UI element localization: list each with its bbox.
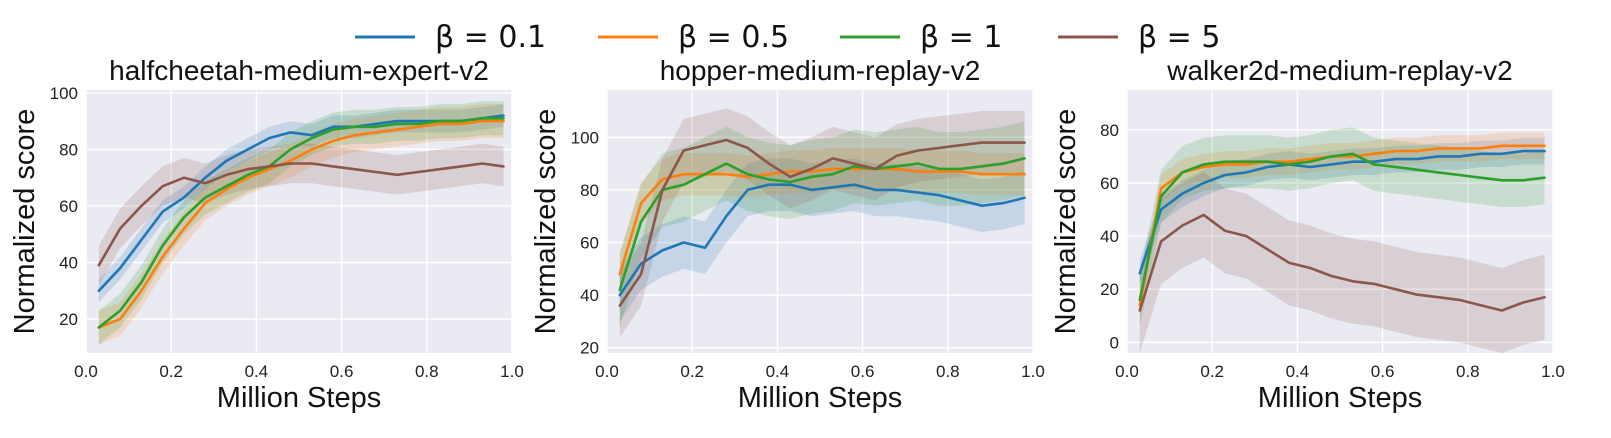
series-line-3 — [618, 138, 1026, 308]
legend-label-2: β = 1 — [920, 20, 1002, 55]
series-line-2 — [97, 117, 505, 329]
y-tick-label: 20 — [59, 310, 78, 329]
y-tick-label: 20 — [1100, 280, 1119, 299]
series-line-2 — [1138, 152, 1546, 302]
y-tick-label: 100 — [571, 128, 599, 147]
y-tick-label: 80 — [1100, 121, 1119, 140]
legend-label-1: β = 0.5 — [678, 20, 789, 55]
series-band-3 — [98, 143, 504, 286]
x-axis-label: Million Steps — [1258, 382, 1422, 414]
x-tick-label: 0.8 — [936, 362, 960, 381]
y-tick-label: 20 — [580, 339, 599, 358]
y-tick-label: 100 — [50, 84, 78, 103]
x-tick-label: 0.2 — [159, 362, 183, 381]
x-tick-label: 0.2 — [680, 362, 704, 381]
legend: β = 0.1 β = 0.5 β = 1 β = 5 — [355, 20, 1220, 55]
series-band-1 — [1139, 132, 1545, 319]
series-line-0 — [618, 183, 1026, 297]
x-tick-label: 0.6 — [330, 362, 354, 381]
y-tick-label: 80 — [59, 140, 78, 159]
panel-1: 0.0 0.2 0.4 0.6 0.8 1.0 20 40 60 80 100 hopper-medi… — [530, 55, 1045, 414]
plot-background — [607, 90, 1033, 353]
series-line-3 — [97, 162, 505, 267]
panel-title: walker2d-medium-replay-v2 — [1166, 55, 1512, 86]
x-tick-label: 0.6 — [1371, 362, 1395, 381]
y-tick-label: 40 — [580, 286, 599, 305]
series-line-3 — [1138, 213, 1546, 312]
y-tick-label: 40 — [1100, 227, 1119, 246]
series-band-3 — [1139, 172, 1545, 353]
x-tick-label: 1.0 — [1541, 362, 1565, 381]
y-axis-label: Normalized score — [1050, 109, 1082, 335]
x-axis-label: Million Steps — [738, 382, 902, 414]
panels: 0.0 0.2 0.4 0.6 0.8 1.0 20 40 60 80 100 halfcheetah… — [9, 55, 1565, 414]
series-band-2 — [1139, 127, 1545, 327]
x-tick-label: 0.0 — [1115, 362, 1139, 381]
x-tick-label: 1.0 — [500, 362, 524, 381]
series-line-2 — [618, 157, 1026, 292]
x-tick-label: 0.8 — [1456, 362, 1480, 381]
series-band-1 — [619, 147, 1025, 296]
x-tick-label: 0.2 — [1200, 362, 1224, 381]
series-line-1 — [618, 167, 1026, 276]
series-band-0 — [619, 158, 1025, 322]
y-tick-label: 80 — [580, 181, 599, 200]
panel-0: 0.0 0.2 0.4 0.6 0.8 1.0 20 40 60 80 100 halfcheetah… — [9, 55, 524, 414]
y-tick-label: 40 — [59, 254, 78, 273]
plot-background — [1127, 90, 1553, 353]
legend-label-3: β = 5 — [1138, 20, 1220, 55]
series-band-0 — [1139, 137, 1545, 287]
x-axis-label: Million Steps — [217, 382, 381, 414]
panel-title: hopper-medium-replay-v2 — [660, 55, 981, 86]
legend-label-0: β = 0.1 — [435, 20, 546, 55]
y-axis-label: Normalized score — [9, 109, 41, 335]
y-tick-label: 60 — [580, 234, 599, 253]
y-tick-label: 60 — [59, 197, 78, 216]
series-line-0 — [1138, 149, 1546, 275]
x-tick-label: 0.8 — [415, 362, 439, 381]
series-line-1 — [97, 119, 505, 329]
x-tick-label: 0.6 — [851, 362, 875, 381]
panel-title: halfcheetah-medium-expert-v2 — [109, 55, 489, 86]
series-band-2 — [619, 121, 1025, 327]
x-tick-label: 0.4 — [766, 362, 790, 381]
panel-2: 0.0 0.2 0.4 0.6 0.8 1.0 0 20 40 60 80 walker2d-medi… — [1050, 55, 1565, 414]
y-tick-label: 60 — [1100, 174, 1119, 193]
x-tick-label: 0.4 — [1286, 362, 1310, 381]
y-tick-label: 0 — [1110, 333, 1119, 352]
y-axis-label: Normalized score — [530, 109, 562, 335]
x-tick-label: 1.0 — [1021, 362, 1045, 381]
x-tick-label: 0.4 — [245, 362, 269, 381]
x-tick-label: 0.0 — [595, 362, 619, 381]
x-tick-label: 0.0 — [74, 362, 98, 381]
